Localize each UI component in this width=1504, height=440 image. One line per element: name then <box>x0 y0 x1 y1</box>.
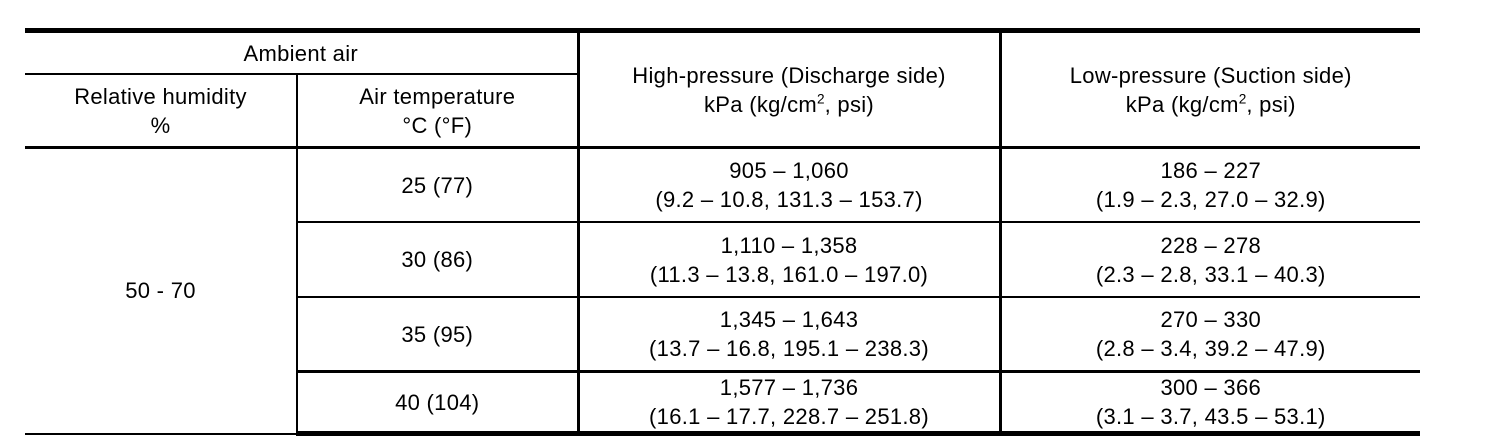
low-pressure-value-cell: 228 – 278 (2.3 – 2.8, 33.1 – 40.3) <box>998 222 1421 298</box>
table-row: 50 - 70 25 (77) 905 – 1,060 (9.2 – 10.8,… <box>25 147 1421 435</box>
low-pressure-value-cell: 300 – 366 (3.1 – 3.7, 43.5 – 53.1) <box>998 371 1421 436</box>
low-pressure-detail: (2.8 – 3.4, 39.2 – 47.9) <box>1095 336 1326 361</box>
high-pressure-kpa: 1,345 – 1,643 <box>719 307 859 332</box>
units-prefix: kPa (kg/cm <box>703 91 817 117</box>
low-pressure-detail: (1.9 – 2.3, 27.0 – 32.9) <box>1095 187 1326 212</box>
air-temperature-unit: °C (°F) <box>402 112 473 138</box>
units-suffix: , psi) <box>1246 91 1296 117</box>
high-pressure-value-cell: 1,577 – 1,736 (16.1 – 17.7, 228.7 – 251.… <box>576 371 1001 436</box>
low-pressure-detail: (3.1 – 3.7, 43.5 – 53.1) <box>1095 404 1326 429</box>
low-pressure-kpa: 270 – 330 <box>1160 307 1262 332</box>
air-temperature-header-cell: Air temperature °C (°F) <box>295 74 579 149</box>
relative-humidity-header-cell: Relative humidity % <box>25 74 297 149</box>
humidity-value-cell: 50 - 70 <box>25 147 297 435</box>
low-pressure-kpa: 186 – 227 <box>1160 158 1262 183</box>
high-pressure-kpa: 905 – 1,060 <box>729 158 849 183</box>
low-pressure-value-cell: 186 – 227 (1.9 – 2.3, 27.0 – 32.9) <box>998 147 1421 223</box>
units-superscript: 2 <box>817 91 825 107</box>
units-suffix: , psi) <box>824 91 875 117</box>
low-pressure-detail: (2.3 – 2.8, 33.1 – 40.3) <box>1095 261 1326 287</box>
high-pressure-kpa: 1,577 – 1,736 <box>719 375 859 400</box>
air-temperature-title: Air temperature <box>359 83 516 109</box>
high-pressure-title: High-pressure (Discharge side) <box>632 62 946 88</box>
high-pressure-kpa: 1,110 – 1,358 <box>720 232 858 258</box>
table-row: 40 (104) 1,577 – 1,736 (16.1 – 17.7, 228… <box>25 371 1421 436</box>
temperature-cell: 25 (77) <box>295 147 579 223</box>
low-pressure-title: Low-pressure (Suction side) <box>1069 62 1352 88</box>
table-row: 30 (86) 1,110 – 1,358 (11.3 – 13.8, 161.… <box>25 222 1421 298</box>
header-row-ambient: Ambient air High-pressure (Discharge sid… <box>25 28 1421 149</box>
high-pressure-value-cell: 1,110 – 1,358 (11.3 – 13.8, 161.0 – 197.… <box>576 222 1001 298</box>
header-row-sub: Relative humidity % Air temperature °C (… <box>25 74 1420 149</box>
temperature-cell: 40 (104) <box>295 371 579 436</box>
low-pressure-kpa: 300 – 366 <box>1160 375 1262 400</box>
low-pressure-kpa: 228 – 278 <box>1160 232 1262 258</box>
ambient-air-header-cell: Ambient air <box>25 28 579 75</box>
high-pressure-detail: (9.2 – 10.8, 131.3 – 153.7) <box>655 187 923 212</box>
low-pressure-units: kPa (kg/cm2, psi) <box>1002 90 1421 119</box>
temperature-cell: 30 (86) <box>295 222 579 298</box>
high-pressure-detail: (11.3 – 13.8, 161.0 – 197.0) <box>649 261 929 287</box>
units-superscript: 2 <box>1238 91 1247 107</box>
high-pressure-detail: (13.7 – 16.8, 195.1 – 238.3) <box>649 336 929 361</box>
high-pressure-units: kPa (kg/cm2, psi) <box>580 90 999 119</box>
low-pressure-value-cell: 270 – 330 (2.8 – 3.4, 39.2 – 47.9) <box>998 297 1421 373</box>
temperature-cell: 35 (95) <box>295 297 579 373</box>
relative-humidity-title: Relative humidity <box>74 83 247 109</box>
units-prefix: kPa (kg/cm <box>1125 91 1239 117</box>
relative-humidity-unit: % <box>150 112 171 138</box>
high-pressure-value-cell: 905 – 1,060 (9.2 – 10.8, 131.3 – 153.7) <box>576 147 1001 223</box>
high-pressure-detail: (16.1 – 17.7, 228.7 – 251.8) <box>649 404 929 429</box>
high-pressure-header-cell: High-pressure (Discharge side) kPa (kg/c… <box>576 28 1001 149</box>
table-row: 35 (95) 1,345 – 1,643 (13.7 – 16.8, 195.… <box>25 297 1421 373</box>
high-pressure-value-cell: 1,345 – 1,643 (13.7 – 16.8, 195.1 – 238.… <box>576 297 1001 373</box>
low-pressure-header-cell: Low-pressure (Suction side) kPa (kg/cm2,… <box>998 28 1421 149</box>
pressure-spec-table: Ambient air High-pressure (Discharge sid… <box>25 28 1421 436</box>
